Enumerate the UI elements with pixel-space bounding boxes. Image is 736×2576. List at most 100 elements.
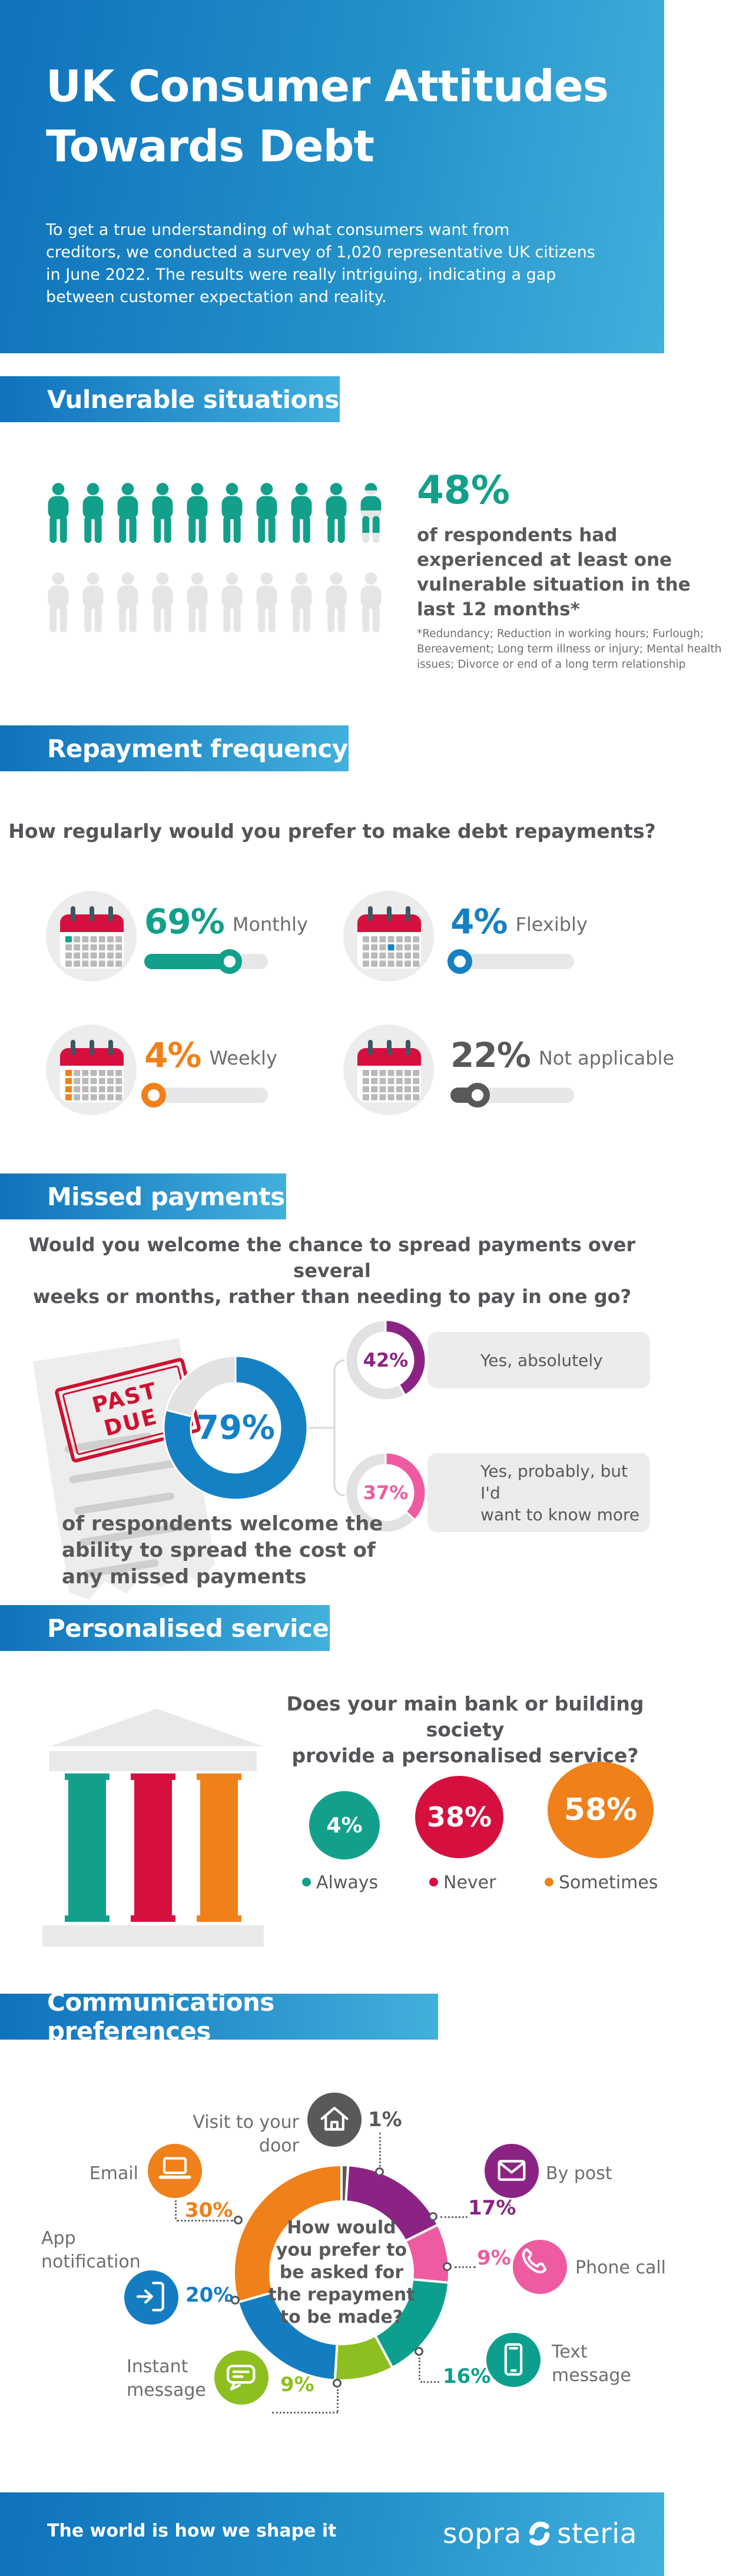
person-icon [253,477,281,550]
answer-pill: Yes, absolutely [427,1332,650,1388]
person-icon [322,477,350,550]
missed-main-donut [163,1355,309,1501]
person-icon [183,566,211,639]
progress-slider [450,1083,574,1108]
comm-label-post: By post [546,2163,612,2184]
slider-knob [447,949,472,974]
footer-tagline: The world is how we shape it [47,2521,337,2541]
dotted-connector [440,2216,468,2218]
section-banner-communications: Communications preferences [0,1988,438,2045]
comm-label-instant: Instant message [127,2356,206,2401]
stat-circle-always: 4% [309,1791,380,1859]
missed-donut-37 [344,1451,427,1534]
people-row [44,566,385,639]
section-title: Personalised service [47,1613,329,1643]
person-icon [79,566,107,639]
person-icon [114,566,142,639]
dotted-connector [379,2133,381,2167]
brand-sopra: sopra [443,2517,522,2550]
communications-donut [233,2163,450,2382]
comm-pct-app: 20% [185,2283,234,2307]
option-stat: 22% Not applicable [450,1035,674,1075]
comm-pct-phone: 9% [477,2246,511,2270]
connector-marker [375,2167,384,2176]
person-icon [287,477,316,550]
person-icon [44,477,72,550]
comm-label-email: Email [89,2163,138,2184]
comm-pct-text: 16% [443,2365,491,2388]
section-title: Communications preferences [47,1988,274,2045]
calendar-icon [357,906,421,969]
person-icon [357,566,385,639]
person-icon [148,477,177,550]
legend-item-sometimes: Sometimes [545,1872,658,1893]
dotted-connector [175,2200,177,2219]
envelope-icon [485,2144,539,2198]
connector-marker [415,2347,423,2356]
slider-knob [217,949,242,974]
person-icon [114,477,142,550]
person-icon [287,566,316,639]
personalised-question: Does your main bank or building society … [286,1692,644,1767]
calendar-icon [60,1040,124,1102]
answer-label: Yes, probably, but I'd want to know more [480,1461,640,1524]
section-banner-repayment: Repayment frequency [0,725,349,771]
option-label: Weekly [209,1047,277,1069]
stat-circle-never: 38% [415,1776,503,1858]
missed-question: Would you welcome the chance to spread p… [28,1234,636,1308]
dotted-connector [225,2300,233,2302]
house-icon [307,2093,362,2147]
legend-item-never: Never [429,1872,496,1893]
calendar-icon [60,906,124,969]
comm-label-text: Text message [552,2342,631,2386]
connector-marker [443,2262,452,2271]
person-icon [183,477,211,550]
option-pct: 4% [144,1035,201,1075]
dotted-connector [337,2389,339,2412]
donut-segment [163,1355,309,1501]
comm-pct-email: 30% [185,2199,233,2222]
section-banner-vulnerable: Vulnerable situations [0,376,340,422]
answer-pill: Yes, probably, but I'd want to know more [427,1453,650,1532]
dotted-connector [420,2381,439,2383]
person-icon [79,477,107,550]
legend-label: Sometimes [559,1872,658,1893]
missed-42-pct: 42% [363,1349,409,1371]
legend-item-always: Always [302,1872,378,1893]
legend-label: Always [316,1872,379,1893]
answer-label: Yes, absolutely [480,1350,603,1370]
progress-slider [141,1083,268,1108]
comm-label-app: App notification [41,2228,141,2272]
progress-slider [447,949,574,974]
option-stat: 4% Flexibly [450,901,588,941]
bank-icon [42,1709,264,1947]
person-icon [218,566,246,639]
legend-dot [302,1878,311,1887]
stat-circle-pct: 58% [563,1792,638,1828]
smartphone-icon [486,2333,541,2387]
vulnerable-stat-text: of respondents had experienced at least … [417,525,691,620]
section-title: Repayment frequency [47,734,348,763]
legend-label: Never [443,1872,496,1893]
person-icon [253,566,281,639]
legend-dot [429,1878,438,1887]
option-pct: 69% [144,901,225,941]
option-label: Not applicable [538,1047,675,1069]
option-stat: 69% Monthly [144,901,308,941]
connector-marker [234,2216,243,2224]
page-title: UK Consumer Attitudes Towards Debt [46,61,609,172]
option-label: Monthly [232,913,308,936]
person-icon [44,566,72,639]
comm-label-house: Visit to your door [193,2112,299,2156]
donut-segment [233,2163,343,2304]
dotted-connector [455,2266,476,2268]
section-banner-missed: Missed payments [0,1173,286,1219]
missed-37-pct: 37% [363,1481,409,1504]
connector-marker [333,2379,342,2388]
missed-caption: of respondents welcome the ability to sp… [62,1512,383,1589]
option-pct: 4% [450,901,508,941]
slider-knob [465,1083,490,1108]
vulnerable-stat-pct: 48% [417,468,510,513]
comm-pct-post: 17% [468,2196,516,2220]
section-title: Missed payments [47,1182,285,1211]
